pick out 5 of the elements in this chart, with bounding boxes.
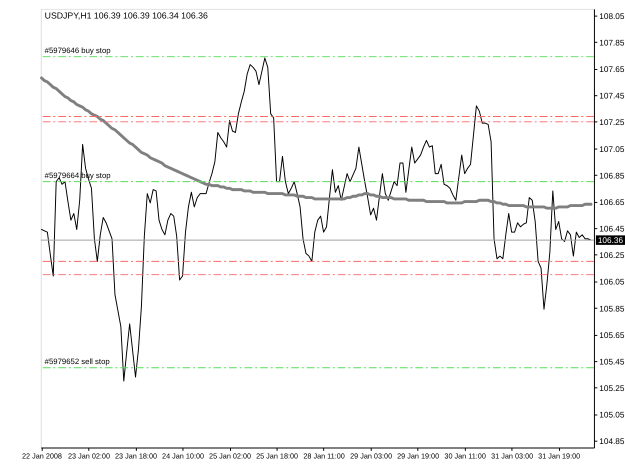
ref-line-label: #5979652 sell stop [44, 356, 110, 366]
ref-line-label: #5979646 buy stop [44, 46, 111, 55]
chart-title: USDJPY,H1 106.39 106.39 106.34 106.36 [44, 10, 208, 21]
line-series [40, 76, 592, 210]
line-series [41, 58, 592, 382]
